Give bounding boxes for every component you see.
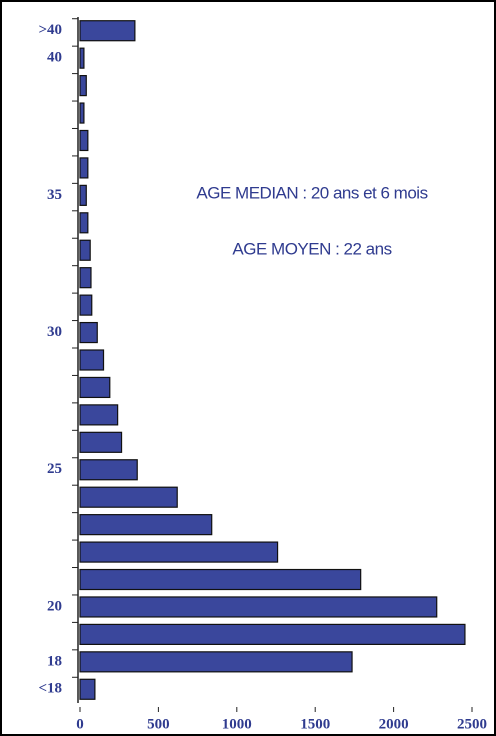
- y-tick-label: 20: [47, 598, 62, 614]
- y-tick-label: 35: [47, 187, 62, 203]
- y-tick-label: 40: [47, 50, 62, 66]
- y-tick-label: 18: [47, 653, 62, 669]
- bar: [79, 651, 353, 673]
- annotation: AGE MOYEN : 22 ans: [232, 239, 391, 258]
- bar: [79, 157, 89, 179]
- x-tick-label: 1500: [300, 716, 330, 732]
- x-tick-label: 1000: [222, 716, 252, 732]
- bar: [79, 568, 362, 591]
- bar: [79, 678, 96, 700]
- bar: [79, 239, 91, 261]
- bar: [79, 74, 87, 97]
- y-tick-label: >40: [38, 22, 62, 38]
- bar: [79, 267, 92, 289]
- bar: [79, 184, 87, 206]
- bar: [79, 20, 136, 42]
- y-tick-label: 25: [47, 461, 62, 477]
- bar: [79, 459, 138, 481]
- bar: [79, 294, 93, 316]
- bar: [79, 129, 89, 152]
- annotation: AGE MEDIAN : 20 ans et 6 mois: [196, 183, 427, 202]
- bar: [79, 321, 98, 344]
- x-tick-label: 0: [76, 716, 84, 732]
- bar: [79, 596, 438, 618]
- x-tick-label: 2000: [379, 716, 409, 732]
- bar: [79, 486, 178, 508]
- y-tick-label: 30: [47, 324, 62, 340]
- bar: [79, 102, 85, 124]
- bar: [79, 623, 466, 646]
- x-tick-label: 2500: [457, 716, 487, 732]
- bar: [79, 47, 85, 69]
- bar: [79, 541, 279, 563]
- bar: [79, 404, 119, 426]
- bar: [79, 212, 89, 234]
- bar: [79, 431, 123, 453]
- x-tick-label: 500: [147, 716, 170, 732]
- bar: [79, 376, 111, 399]
- y-tick-label: <18: [38, 681, 62, 697]
- bar: [79, 514, 213, 536]
- bar: [79, 349, 105, 371]
